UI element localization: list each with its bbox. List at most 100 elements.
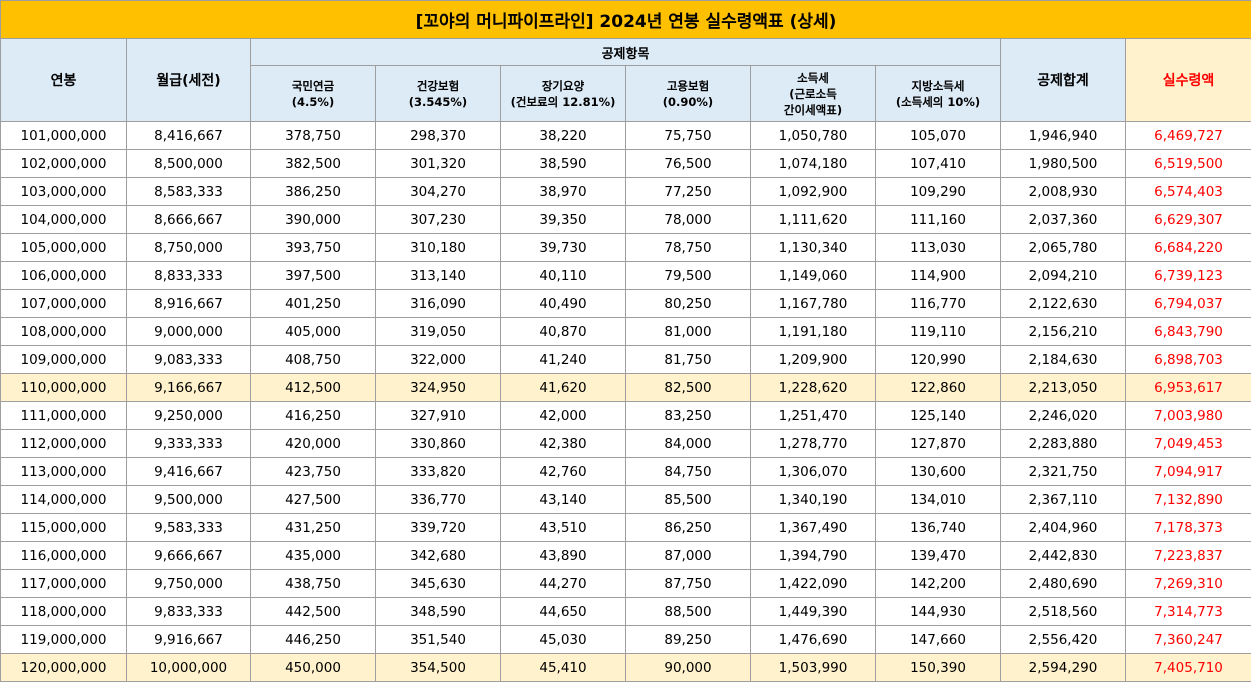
cell-income-tax: 1,149,060 [750, 261, 876, 290]
cell-longterm: 39,730 [500, 233, 626, 262]
cell-local-tax: 125,140 [875, 401, 1001, 430]
cell-longterm: 45,030 [500, 625, 626, 654]
cell-health: 313,140 [375, 261, 501, 290]
cell-total: 2,321,750 [1000, 457, 1126, 486]
header-longterm: 장기요양 (건보료의 12.81%) [500, 65, 626, 122]
cell-annual: 117,000,000 [0, 569, 127, 598]
cell-monthly: 9,500,000 [126, 485, 251, 514]
cell-annual: 113,000,000 [0, 457, 127, 486]
table-row: 110,000,000 9,166,667 412,500 324,950 41,620… [0, 373, 1251, 402]
cell-annual: 110,000,000 [0, 373, 127, 402]
cell-annual: 111,000,000 [0, 401, 127, 430]
cell-health: 348,590 [375, 597, 501, 626]
cell-net: 7,269,310 [1124, 569, 1251, 598]
cell-monthly: 9,000,000 [126, 317, 251, 346]
cell-monthly: 8,500,000 [126, 149, 251, 178]
cell-local-tax: 105,070 [875, 121, 1001, 150]
cell-income-tax: 1,050,780 [750, 121, 876, 150]
header-annual: 연봉 [0, 38, 127, 122]
cell-local-tax: 139,470 [875, 541, 1001, 570]
cell-total: 2,556,420 [1000, 625, 1126, 654]
cell-employment: 87,750 [625, 569, 751, 598]
cell-net: 7,132,890 [1124, 485, 1251, 514]
table-body: 101,000,000 8,416,667 378,750 298,370 38,220… [0, 121, 1251, 682]
cell-health: 304,270 [375, 177, 501, 206]
cell-net: 7,223,837 [1124, 541, 1251, 570]
cell-employment: 81,750 [625, 345, 751, 374]
cell-income-tax: 1,340,190 [750, 485, 876, 514]
cell-monthly: 8,916,667 [126, 289, 251, 318]
cell-pension: 431,250 [250, 513, 376, 542]
cell-total: 2,037,360 [1000, 205, 1126, 234]
header-total: 공제합계 [1000, 38, 1126, 122]
cell-net: 6,469,727 [1124, 121, 1251, 150]
cell-local-tax: 122,860 [875, 373, 1001, 402]
cell-longterm: 39,350 [500, 205, 626, 234]
cell-employment: 89,250 [625, 625, 751, 654]
cell-employment: 82,500 [625, 373, 751, 402]
cell-total: 2,404,960 [1000, 513, 1126, 542]
cell-income-tax: 1,476,690 [750, 625, 876, 654]
cell-net: 6,684,220 [1124, 233, 1251, 262]
cell-longterm: 41,620 [500, 373, 626, 402]
cell-pension: 446,250 [250, 625, 376, 654]
cell-total: 2,594,290 [1000, 653, 1126, 682]
cell-total: 2,246,020 [1000, 401, 1126, 430]
cell-net: 7,360,247 [1124, 625, 1251, 654]
cell-pension: 393,750 [250, 233, 376, 262]
cell-net: 6,794,037 [1124, 289, 1251, 318]
table-row: 120,000,000 10,000,000 450,000 354,500 45,41… [0, 653, 1251, 682]
table-row: 117,000,000 9,750,000 438,750 345,630 44,270… [0, 569, 1251, 598]
cell-total: 2,065,780 [1000, 233, 1126, 262]
cell-health: 322,000 [375, 345, 501, 374]
cell-pension: 401,250 [250, 289, 376, 318]
cell-pension: 378,750 [250, 121, 376, 150]
cell-income-tax: 1,394,790 [750, 541, 876, 570]
table-row: 102,000,000 8,500,000 382,500 301,320 38,590… [0, 149, 1251, 178]
table-row: 118,000,000 9,833,333 442,500 348,590 44,650… [0, 597, 1251, 626]
cell-income-tax: 1,367,490 [750, 513, 876, 542]
header-monthly: 월급(세전) [126, 38, 251, 122]
cell-local-tax: 116,770 [875, 289, 1001, 318]
cell-income-tax: 1,111,620 [750, 205, 876, 234]
cell-income-tax: 1,209,900 [750, 345, 876, 374]
cell-local-tax: 109,290 [875, 177, 1001, 206]
table-row: 115,000,000 9,583,333 431,250 339,720 43,510… [0, 513, 1251, 542]
cell-longterm: 40,870 [500, 317, 626, 346]
cell-health: 351,540 [375, 625, 501, 654]
cell-monthly: 9,750,000 [126, 569, 251, 598]
cell-net: 7,405,710 [1124, 653, 1251, 682]
cell-total: 2,213,050 [1000, 373, 1126, 402]
cell-employment: 85,500 [625, 485, 751, 514]
cell-monthly: 10,000,000 [126, 653, 251, 682]
cell-income-tax: 1,503,990 [750, 653, 876, 682]
cell-total: 2,518,560 [1000, 597, 1126, 626]
cell-annual: 104,000,000 [0, 205, 127, 234]
header-local-tax: 지방소득세 (소득세의 10%) [875, 65, 1001, 122]
cell-annual: 112,000,000 [0, 429, 127, 458]
cell-total: 2,008,930 [1000, 177, 1126, 206]
table-row: 105,000,000 8,750,000 393,750 310,180 39,730… [0, 233, 1251, 262]
header-health: 건강보험 (3.545%) [375, 65, 501, 122]
cell-longterm: 40,110 [500, 261, 626, 290]
cell-pension: 408,750 [250, 345, 376, 374]
cell-employment: 90,000 [625, 653, 751, 682]
cell-longterm: 40,490 [500, 289, 626, 318]
cell-annual: 108,000,000 [0, 317, 127, 346]
cell-health: 333,820 [375, 457, 501, 486]
table-row: 106,000,000 8,833,333 397,500 313,140 40,110… [0, 261, 1251, 290]
table-row: 108,000,000 9,000,000 405,000 319,050 40,870… [0, 317, 1251, 346]
cell-monthly: 8,833,333 [126, 261, 251, 290]
cell-monthly: 9,666,667 [126, 541, 251, 570]
table-row: 101,000,000 8,416,667 378,750 298,370 38,220… [0, 121, 1251, 150]
table-title: [꼬야의 머니파이프라인] 2024년 연봉 실수령액표 (상세) [0, 0, 1251, 39]
cell-total: 2,156,210 [1000, 317, 1126, 346]
cell-monthly: 9,333,333 [126, 429, 251, 458]
cell-net: 6,898,703 [1124, 345, 1251, 374]
cell-pension: 405,000 [250, 317, 376, 346]
cell-health: 316,090 [375, 289, 501, 318]
cell-longterm: 42,760 [500, 457, 626, 486]
cell-income-tax: 1,130,340 [750, 233, 876, 262]
cell-health: 319,050 [375, 317, 501, 346]
